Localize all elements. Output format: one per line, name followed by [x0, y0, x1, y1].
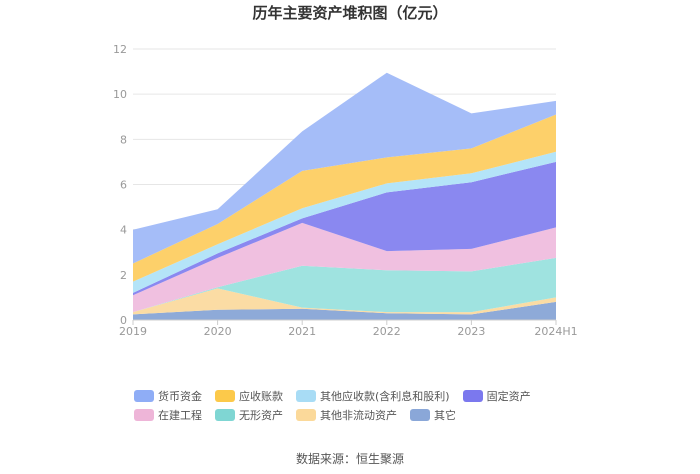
legend-swatch: [410, 409, 430, 421]
legend-item[interactable]: 应收账款: [215, 389, 283, 403]
x-tick-label: 2024H1: [534, 325, 577, 338]
legend-label: 无形资产: [239, 409, 283, 422]
legend-label: 在建工程: [158, 409, 202, 422]
y-tick-label: 2: [120, 269, 127, 282]
legend-label: 其他应收款(含利息和股利): [320, 390, 450, 403]
legend-swatch: [462, 390, 483, 402]
legend-item[interactable]: 在建工程: [134, 408, 202, 422]
chart-title: 历年主要资产堆积图（亿元）: [252, 4, 448, 22]
legend-swatch: [134, 390, 154, 402]
x-tick-label: 2020: [204, 325, 232, 338]
legend-label: 应收账款: [239, 390, 283, 403]
x-tick-label: 2021: [288, 325, 316, 338]
area-series-应收账款[interactable]: [133, 114, 556, 282]
legend-swatch: [215, 409, 235, 421]
legend-swatch: [296, 409, 316, 421]
area-series-固定资产[interactable]: [133, 161, 556, 296]
y-tick-label: 6: [120, 179, 127, 192]
y-tick-label: 8: [120, 133, 127, 146]
legend-swatch: [134, 409, 154, 421]
legend-item[interactable]: 无形资产: [215, 408, 283, 422]
legend-swatch: [296, 390, 316, 402]
y-tick-label: 10: [113, 88, 127, 101]
legend-item[interactable]: 其它: [410, 408, 456, 422]
x-tick-label: 2022: [373, 325, 401, 338]
legend-item[interactable]: 固定资产: [462, 389, 531, 403]
x-tick-label: 2019: [119, 325, 147, 338]
legend-item[interactable]: 其他非流动资产: [296, 408, 397, 422]
area-series-货币资金[interactable]: [133, 72, 556, 264]
y-tick-label: 0: [120, 314, 127, 327]
data-source: 数据来源：恒生聚源: [295, 452, 404, 466]
legend-label: 其他非流动资产: [320, 409, 397, 422]
area-series-其他非流动资产[interactable]: [133, 288, 556, 315]
legend-label: 其它: [434, 409, 456, 422]
legend-item[interactable]: 其他应收款(含利息和股利): [296, 389, 450, 403]
legend-swatch: [215, 390, 235, 402]
area-series-在建工程[interactable]: [133, 222, 556, 313]
x-tick-label: 2023: [457, 325, 485, 338]
area-series: [133, 72, 556, 320]
legend-label: 货币资金: [158, 390, 202, 403]
legend: 货币资金 应收账款 其他应收款(含利息和股利) 固定资产在建工程 无形资产 其他非流动资产…: [134, 389, 594, 422]
legend-label: 固定资产: [486, 390, 531, 403]
area-series-无形资产[interactable]: [133, 257, 556, 313]
y-tick-label: 4: [120, 224, 127, 237]
axes: 0 2 4 6 8 10 12 2019 2020 2021 2022 2023 2024H1: [113, 43, 578, 338]
legend-item[interactable]: 货币资金: [134, 389, 202, 403]
y-tick-label: 12: [113, 43, 127, 56]
area-series-其他应收款(含利息和股利)[interactable]: [133, 151, 556, 293]
